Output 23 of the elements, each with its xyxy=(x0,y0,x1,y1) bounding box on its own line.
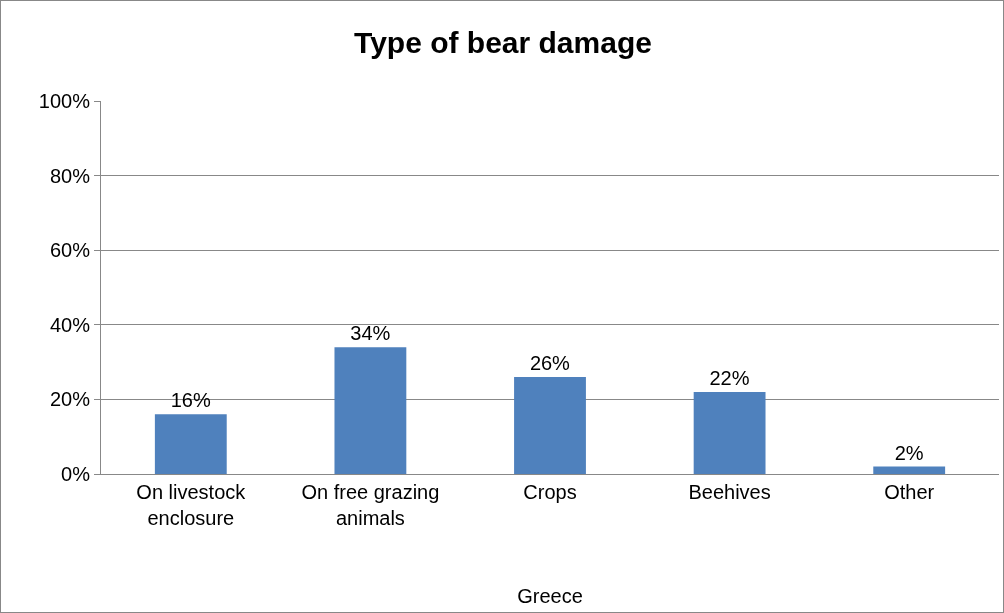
y-tick-label: 100% xyxy=(38,90,91,112)
x-tick-label: Beehives xyxy=(688,481,771,503)
data-label: 26% xyxy=(529,352,571,375)
data-label: 2% xyxy=(894,441,924,464)
chart-title: Type of bear damage xyxy=(354,25,652,59)
y-tick-label: 60% xyxy=(49,239,91,262)
x-tick-label: Crops xyxy=(523,481,577,503)
data-label: 16% xyxy=(170,389,211,412)
bar xyxy=(514,377,586,474)
x-tick-label: On free grazing animals xyxy=(301,481,440,529)
y-tick-label: 80% xyxy=(49,164,91,187)
x-axis-title: Greece xyxy=(517,584,583,607)
bar xyxy=(693,391,766,474)
y-tick-label: 40% xyxy=(49,313,91,336)
x-tick-label: On livestock enclosure xyxy=(136,481,247,529)
data-label: 22% xyxy=(709,366,750,389)
y-tick-label: 0% xyxy=(61,463,91,485)
x-tick-label: Other xyxy=(884,481,935,503)
data-label: 34% xyxy=(350,322,391,345)
bar xyxy=(154,414,227,474)
bar xyxy=(334,347,407,474)
y-tick-label: 20% xyxy=(49,388,91,411)
bar xyxy=(873,466,946,474)
